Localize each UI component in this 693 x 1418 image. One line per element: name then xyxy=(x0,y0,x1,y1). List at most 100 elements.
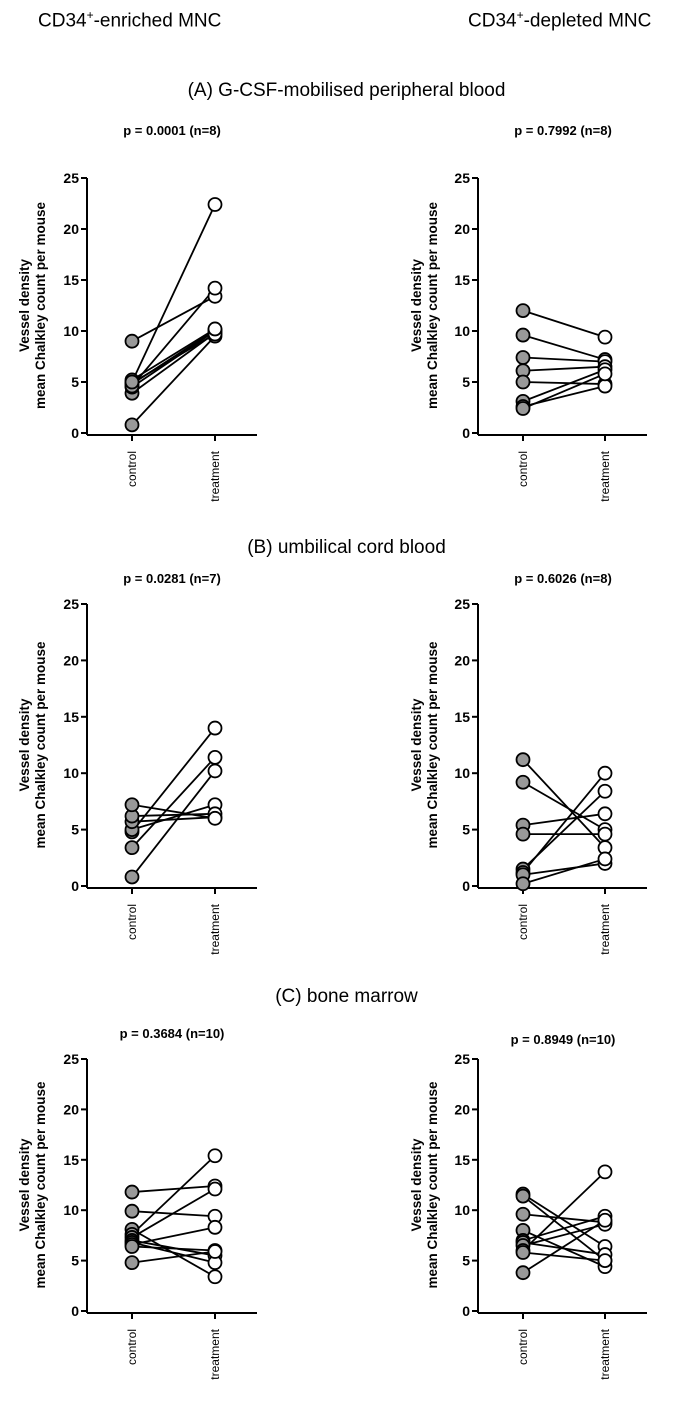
y-tick-label: 0 xyxy=(71,425,79,441)
treatment-point xyxy=(599,852,612,865)
y-tick-label: 5 xyxy=(71,822,79,838)
treatment-point xyxy=(209,1183,222,1196)
p-value-label: p = 0.6026 (n=8) xyxy=(514,571,612,586)
pair-line xyxy=(132,757,215,847)
y-tick-label: 10 xyxy=(63,323,79,339)
x-tick-label-control: control xyxy=(516,904,530,940)
y-tick-label: 5 xyxy=(462,822,470,838)
y-tick-label: 5 xyxy=(462,1253,470,1269)
pair-line xyxy=(523,1253,605,1261)
control-point xyxy=(126,1256,139,1269)
p-value-label: p = 0.7992 (n=8) xyxy=(514,123,612,138)
control-point xyxy=(126,870,139,883)
y-tick-label: 10 xyxy=(454,765,470,781)
control-point xyxy=(517,376,530,389)
y-axis-label: Vessel density xyxy=(409,258,424,352)
y-tick-label: 25 xyxy=(63,170,79,186)
pair-line xyxy=(523,358,605,362)
control-point xyxy=(517,1266,530,1279)
y-tick-label: 0 xyxy=(71,1303,79,1319)
chart-panel-2: p = 0.7992 (n=8)Vessel density mean Chalk… xyxy=(409,123,647,502)
treatment-point xyxy=(209,1245,222,1258)
y-axis-label: Vessel density xyxy=(17,258,32,352)
pair-line xyxy=(132,336,215,425)
x-tick-label-treatment: treatment xyxy=(208,903,222,954)
pair-line xyxy=(523,859,605,884)
x-tick-label-treatment: treatment xyxy=(598,903,612,954)
x-tick-label-control: control xyxy=(125,451,139,487)
control-point xyxy=(517,1246,530,1259)
y-tick-label: 10 xyxy=(454,323,470,339)
control-point xyxy=(126,798,139,811)
x-tick-label-treatment: treatment xyxy=(208,1328,222,1379)
treatment-point xyxy=(209,764,222,777)
y-tick-label: 20 xyxy=(454,652,470,668)
x-tick-label-control: control xyxy=(125,1329,139,1365)
pair-line xyxy=(523,382,605,384)
x-tick-label-control: control xyxy=(516,1329,530,1365)
y-axis-label: mean Chalkley count per mouse xyxy=(425,1081,440,1289)
pair-line xyxy=(132,334,215,383)
treatment-point xyxy=(209,198,222,211)
y-tick-label: 15 xyxy=(454,272,470,288)
y-tick-label: 5 xyxy=(71,1253,79,1269)
y-axis-label: mean Chalkley count per mouse xyxy=(33,641,48,849)
treatment-point xyxy=(209,751,222,764)
x-tick-label-control: control xyxy=(125,904,139,940)
treatment-point xyxy=(209,1221,222,1234)
treatment-point xyxy=(209,322,222,335)
treatment-point xyxy=(599,1254,612,1267)
y-tick-label: 5 xyxy=(462,374,470,390)
y-tick-label: 0 xyxy=(71,878,79,894)
y-axis-label: mean Chalkley count per mouse xyxy=(33,201,48,409)
p-value-label: p = 0.3684 (n=10) xyxy=(120,1026,225,1041)
chart-panel-5: p = 0.3684 (n=10)Vessel density mean Chal… xyxy=(17,1026,257,1380)
control-point xyxy=(126,1186,139,1199)
treatment-point xyxy=(599,807,612,820)
treatment-point xyxy=(209,722,222,735)
chart-panel-4: p = 0.6026 (n=8)Vessel density mean Chalk… xyxy=(409,571,647,955)
y-axis-label: mean Chalkley count per mouse xyxy=(425,641,440,849)
y-tick-label: 15 xyxy=(63,1152,79,1168)
treatment-point xyxy=(209,1149,222,1162)
pair-line xyxy=(132,1186,215,1192)
y-tick-label: 0 xyxy=(462,425,470,441)
y-tick-label: 10 xyxy=(454,1202,470,1218)
y-tick-label: 20 xyxy=(63,221,79,237)
x-tick-label-control: control xyxy=(516,451,530,487)
treatment-point xyxy=(599,380,612,393)
y-tick-label: 15 xyxy=(63,709,79,725)
pair-line xyxy=(523,311,605,338)
control-point xyxy=(517,828,530,841)
treatment-point xyxy=(209,1270,222,1283)
y-tick-label: 25 xyxy=(63,596,79,612)
pair-line xyxy=(523,374,605,409)
y-tick-label: 25 xyxy=(454,170,470,186)
pair-line xyxy=(523,335,605,359)
y-tick-label: 20 xyxy=(63,652,79,668)
y-tick-label: 0 xyxy=(462,1303,470,1319)
chart-panel-6: p = 0.8949 (n=10) Vessel density mean Chal… xyxy=(409,1032,647,1380)
pair-line xyxy=(523,367,605,371)
x-tick-label-treatment: treatment xyxy=(208,450,222,501)
pair-line xyxy=(132,771,215,877)
control-point xyxy=(126,1240,139,1253)
y-axis-label: Vessel density xyxy=(17,698,32,792)
y-axis-label: mean Chalkley count per mouse xyxy=(33,1081,48,1289)
control-point xyxy=(126,335,139,348)
y-tick-label: 20 xyxy=(454,1101,470,1117)
p-value-label: p = 0.0001 (n=8) xyxy=(123,123,221,138)
treatment-point xyxy=(599,767,612,780)
y-axis-label: Vessel density xyxy=(409,1138,424,1232)
y-tick-label: 15 xyxy=(454,1152,470,1168)
treatment-point xyxy=(599,367,612,380)
treatment-point xyxy=(599,1214,612,1227)
x-tick-label-treatment: treatment xyxy=(598,1328,612,1379)
y-tick-label: 0 xyxy=(462,878,470,894)
control-point xyxy=(517,753,530,766)
y-tick-label: 10 xyxy=(63,765,79,781)
control-point xyxy=(517,1190,530,1203)
control-point xyxy=(517,877,530,890)
treatment-point xyxy=(599,828,612,841)
control-point xyxy=(517,776,530,789)
